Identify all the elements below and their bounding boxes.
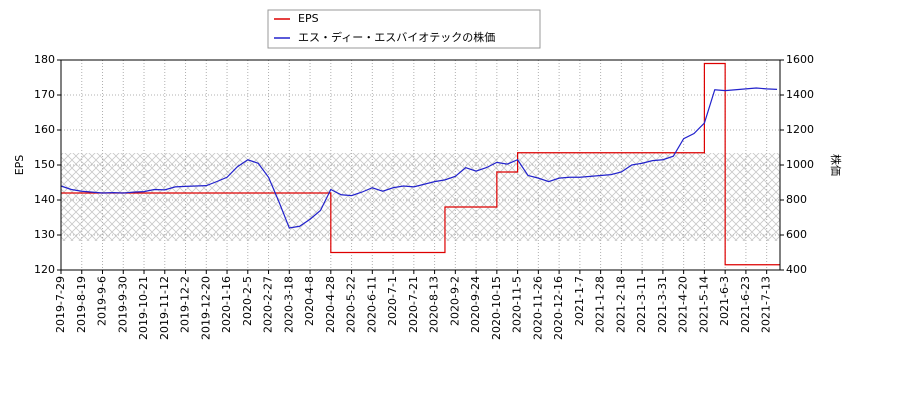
y2-tick-label: 1400 bbox=[786, 88, 814, 101]
x-tick-label: 2019-10-21 bbox=[137, 276, 150, 340]
x-tick-label: 2019-12-20 bbox=[199, 276, 212, 340]
x-tick-label: 2019-11-12 bbox=[158, 276, 171, 340]
x-tick-label: 2020-11-26 bbox=[531, 276, 544, 340]
y2-tick-label: 1000 bbox=[786, 158, 814, 171]
x-tick-label: 2020-6-11 bbox=[365, 276, 378, 333]
y-tick-label: 120 bbox=[34, 263, 55, 276]
x-tick-label: 2020-11-5 bbox=[511, 276, 524, 333]
legend-label: EPS bbox=[298, 12, 319, 25]
y2-tick-label: 600 bbox=[786, 228, 807, 241]
x-tick-label: 2021-1-28 bbox=[594, 276, 607, 333]
y-tick-label: 170 bbox=[34, 88, 55, 101]
y-tick-label: 180 bbox=[34, 53, 55, 66]
y-tick-label: 140 bbox=[34, 193, 55, 206]
x-tick-label: 2020-9-24 bbox=[469, 276, 482, 333]
x-tick-label: 2020-7-21 bbox=[407, 276, 420, 333]
y2-tick-label: 800 bbox=[786, 193, 807, 206]
x-tick-label: 2020-7-1 bbox=[386, 276, 399, 326]
x-tick-label: 2020-4-28 bbox=[324, 276, 337, 333]
y2-axis-label: 株価 bbox=[829, 154, 843, 176]
legend bbox=[267, 9, 541, 49]
x-tick-label: 2021-7-13 bbox=[760, 276, 773, 333]
x-tick-label: 2019-8-19 bbox=[75, 276, 88, 333]
x-tick-label: 2020-5-22 bbox=[345, 276, 358, 333]
x-tick-label: 2020-4-8 bbox=[303, 276, 316, 326]
x-tick-label: 2020-1-16 bbox=[220, 276, 233, 333]
legend-label: エス・ディー・エスバイオテックの株価 bbox=[298, 30, 495, 44]
series-line bbox=[60, 87, 778, 229]
x-tick-label: 2019-12-2 bbox=[179, 276, 192, 333]
x-tick-label: 2021-3-11 bbox=[635, 276, 648, 333]
x-tick-label: 2019-9-6 bbox=[96, 276, 109, 326]
hatch-band bbox=[61, 153, 780, 241]
y2-tick-label: 1200 bbox=[786, 123, 814, 136]
y2-tick-label: 1600 bbox=[786, 53, 814, 66]
x-tick-label: 2019-9-30 bbox=[116, 276, 129, 333]
x-tick-label: 2021-6-23 bbox=[739, 276, 752, 333]
series-line bbox=[61, 62, 780, 266]
x-tick-label: 2020-2-27 bbox=[262, 276, 275, 333]
x-tick-label: 2021-3-31 bbox=[656, 276, 669, 333]
x-tick-label: 2020-9-2 bbox=[448, 276, 461, 326]
y-tick-label: 160 bbox=[34, 123, 55, 136]
marks bbox=[60, 62, 780, 266]
x-tick-label: 2020-8-13 bbox=[428, 276, 441, 333]
x-tick-label: 2021-5-14 bbox=[697, 276, 710, 333]
x-tick-label: 2020-3-18 bbox=[282, 276, 295, 333]
y-axis-label: EPS bbox=[13, 155, 26, 176]
x-tick-label: 2020-10-15 bbox=[490, 276, 503, 340]
x-tick-label: 2021-2-18 bbox=[614, 276, 627, 333]
y-tick-label: 150 bbox=[34, 158, 55, 171]
y2-tick-label: 400 bbox=[786, 263, 807, 276]
y-tick-label: 130 bbox=[34, 228, 55, 241]
x-tick-label: 2021-1-7 bbox=[573, 276, 586, 326]
x-tick-label: 2021-6-3 bbox=[718, 276, 731, 326]
x-tick-label: 2021-4-20 bbox=[677, 276, 690, 333]
x-tick-label: 2020-12-16 bbox=[552, 276, 565, 340]
x-tick-label: 2020-2-5 bbox=[241, 276, 254, 326]
x-tick-label: 2019-7-29 bbox=[54, 276, 67, 333]
